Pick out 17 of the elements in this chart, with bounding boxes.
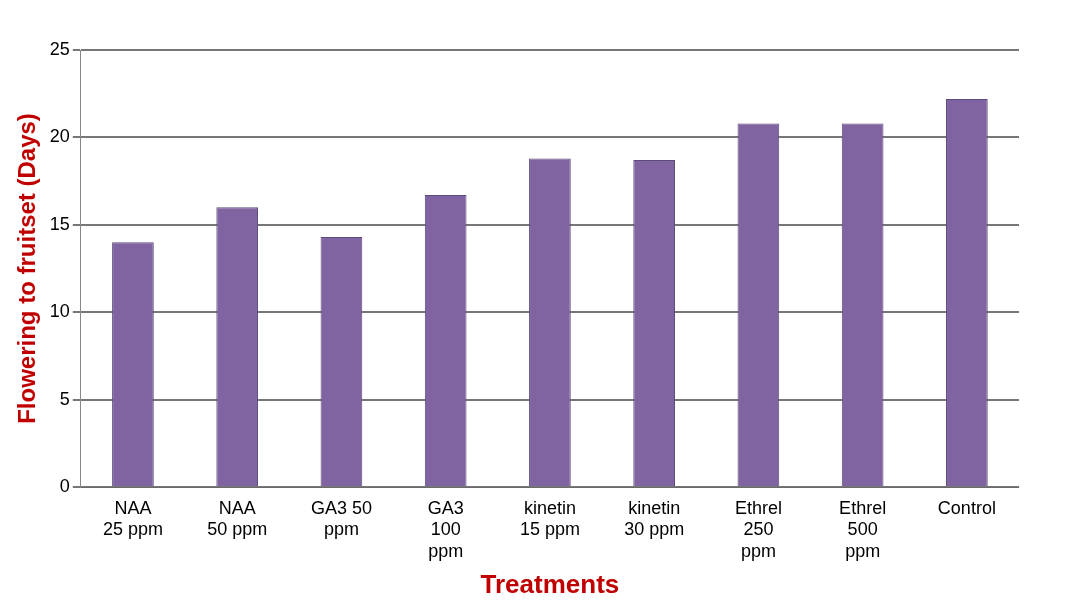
- x-tick-label: GA3 50 ppm: [310, 497, 372, 540]
- y-tick-label: 25: [49, 38, 70, 59]
- y-tick-label: 15: [49, 213, 70, 234]
- y-tick-label: 20: [49, 126, 70, 147]
- x-tick-label: kinetin 15 ppm: [519, 497, 580, 540]
- x-tick-label: kinetin 30 ppm: [624, 497, 685, 540]
- x-tick-label: Control: [937, 497, 996, 518]
- x-tick-label: NAA 25 ppm: [102, 497, 163, 540]
- x-tick-label: GA3 100 ppm: [427, 497, 464, 561]
- y-axis-title: Flowering to fruitset (Days): [13, 113, 41, 424]
- x-axis-title: Treatments: [480, 568, 620, 599]
- x-tick-label: NAA 50 ppm: [207, 497, 268, 540]
- x-tick-label: Ethrel 250 ppm: [734, 497, 782, 561]
- y-tick-label: 0: [59, 475, 70, 496]
- y-tick-label: 5: [59, 388, 70, 409]
- x-tick-label: Ethrel 500 ppm: [839, 497, 887, 561]
- y-tick-label: 10: [49, 301, 70, 322]
